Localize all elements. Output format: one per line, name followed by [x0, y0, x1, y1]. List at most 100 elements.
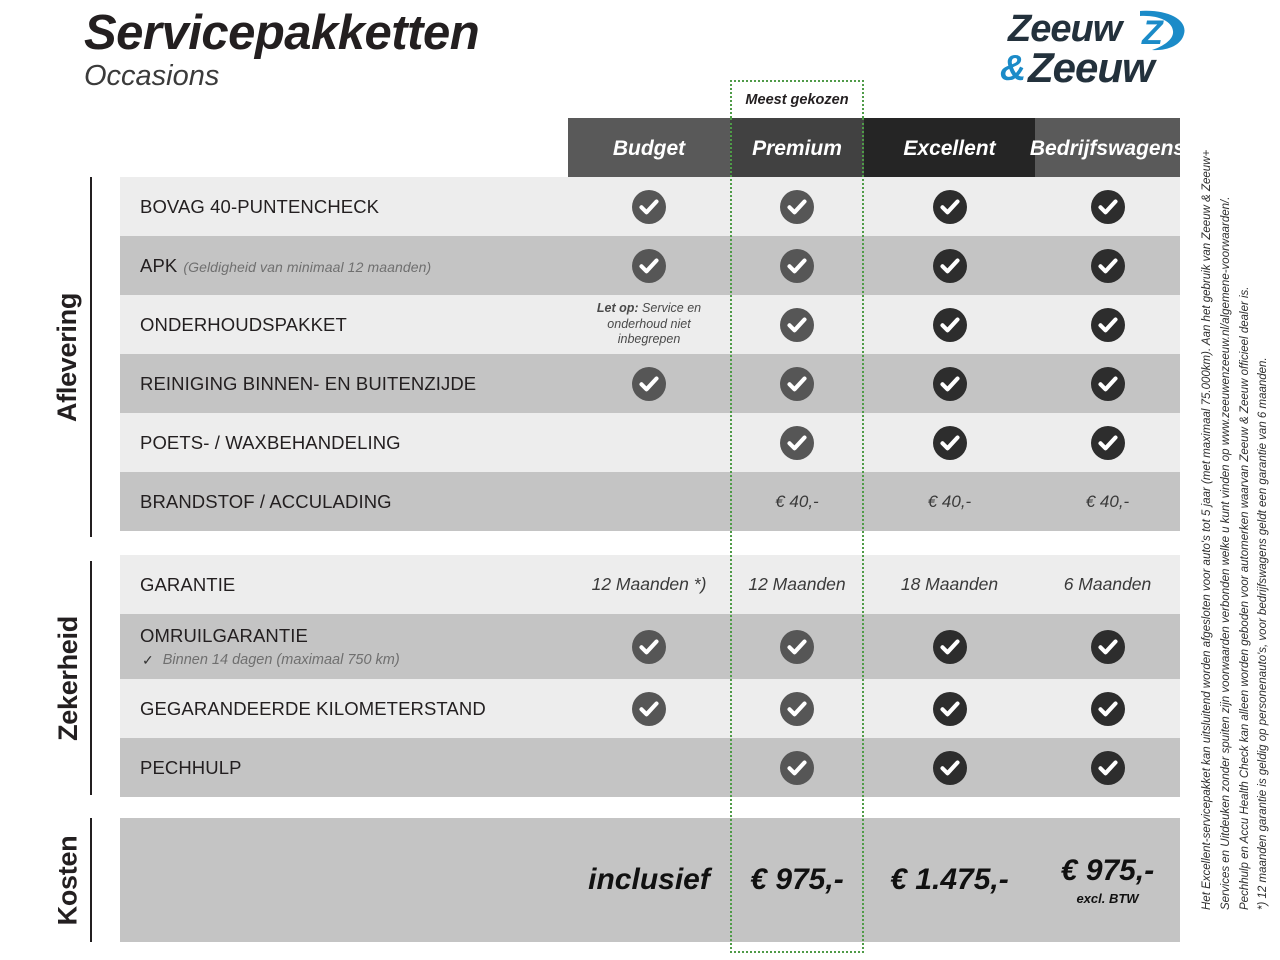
- row-cells: € 40,- € 40,- € 40,-: [568, 492, 1180, 512]
- check-icon: [932, 366, 967, 401]
- fineprint-line: Het Excellent-servicepakket kan uitsluit…: [1201, 149, 1214, 910]
- row-label: BRANDSTOF / ACCULADING: [120, 491, 568, 513]
- price-value: € 975,-: [750, 863, 844, 896]
- table-row: PECHHULP: [120, 738, 1180, 797]
- table-row: ONDERHOUDSPAKKET Let op: Service en onder…: [120, 295, 1180, 354]
- cell-bedrijfswagens: [1035, 629, 1180, 664]
- row-label: REINIGING BINNEN- EN BUITENZIJDE: [120, 373, 568, 395]
- row-label-text: REINIGING BINNEN- EN BUITENZIJDE: [140, 372, 477, 394]
- cell-premium: [730, 629, 864, 664]
- table-row: BRANDSTOF / ACCULADING € 40,- € 40,- € 40,-: [120, 472, 1180, 531]
- row-label-text: POETS- / WAXBEHANDELING: [140, 431, 401, 453]
- section-label-zekerheid-text: Zekerheid: [52, 615, 83, 741]
- check-icon: [1090, 366, 1125, 401]
- cell-premium: 12 Maanden: [730, 574, 864, 595]
- row-label: APK (Geldigheid van minimaal 12 maanden): [120, 255, 568, 277]
- column-header-premium[interactable]: Premium: [730, 118, 864, 180]
- row-label: OMRUILGARANTIE ✓ Binnen 14 dagen (maximaal…: [120, 625, 568, 669]
- row-cells: [568, 366, 1180, 401]
- cell-bedrijfswagens: € 40,-: [1035, 492, 1180, 512]
- check-icon: [780, 425, 814, 460]
- cell-premium: [730, 189, 864, 224]
- row-label-text: APK (Geldigheid van minimaal 12 maanden): [140, 254, 432, 276]
- page-subtitle: Occasions: [84, 60, 220, 93]
- check-icon: [1090, 691, 1125, 726]
- column-header-budget[interactable]: Budget: [568, 118, 730, 180]
- cell-value: € 40,-: [1085, 491, 1130, 511]
- row-cells: [568, 189, 1180, 224]
- row-label-text: OMRUILGARANTIE: [140, 624, 308, 646]
- section-label-aflevering: Aflevering: [46, 177, 92, 537]
- most-chosen-badge: Meest gekozen: [730, 80, 864, 118]
- cell-budget: [568, 366, 730, 401]
- price-bedrijfswagens: € 975,- excl. BTW: [1035, 854, 1180, 906]
- check-icon: [780, 750, 814, 785]
- check-icon: [932, 189, 967, 224]
- cell-value: € 40,-: [927, 491, 972, 511]
- cell-excellent: [864, 248, 1035, 283]
- cell-bedrijfswagens: [1035, 301, 1180, 348]
- table-row: OMRUILGARANTIE ✓ Binnen 14 dagen (maximaal…: [120, 614, 1180, 679]
- cell-excellent: [864, 750, 1035, 785]
- check-icon: [1090, 248, 1125, 283]
- column-header-row: Budget Premium Excellent Bedrijfswagens: [568, 118, 1185, 180]
- check-icon: [932, 425, 967, 460]
- section-label-zekerheid: Zekerheid: [46, 561, 92, 795]
- row-label: ONDERHOUDSPAKKET: [120, 314, 568, 336]
- check-icon: [932, 750, 967, 785]
- check-icon: [932, 691, 967, 726]
- cell-premium: [730, 691, 864, 726]
- cell-budget: [568, 629, 730, 664]
- row-label-text: GARANTIE: [140, 573, 236, 595]
- row-label: GARANTIE: [120, 574, 568, 596]
- check-icon: [1090, 750, 1125, 785]
- cell-bedrijfswagens: [1035, 691, 1180, 726]
- check-icon: [932, 629, 967, 664]
- cell-note-emphasis: Let op:: [596, 301, 639, 316]
- table-row: APK (Geldigheid van minimaal 12 maanden): [120, 236, 1180, 295]
- cell-excellent: [864, 629, 1035, 664]
- page-title: Servicepakketten: [84, 6, 480, 60]
- cell-premium: [730, 425, 864, 460]
- check-icon: [780, 189, 814, 224]
- cell-excellent: [864, 189, 1035, 224]
- cell-excellent: [864, 691, 1035, 726]
- cell-budget: [568, 751, 730, 785]
- check-icon: [632, 691, 666, 726]
- page-title-block: Servicepakketten Occasions: [84, 6, 480, 93]
- cell-value: 12 Maanden: [748, 574, 846, 594]
- row-sublabel-text: Binnen 14 dagen (maximaal 750 km): [162, 652, 400, 668]
- check-icon: [780, 629, 814, 664]
- section-zekerheid: GARANTIE 12 Maanden *) 12 Maanden 18 Maande…: [120, 555, 1180, 797]
- row-cells: [568, 425, 1180, 460]
- costs-row: inclusief € 975,- € 1.475,- € 975,- excl. BT…: [120, 818, 1180, 942]
- price-note: excl. BTW: [1076, 891, 1139, 906]
- cell-excellent: € 40,-: [864, 492, 1035, 512]
- cell-premium: € 40,-: [730, 492, 864, 512]
- check-icon: [632, 366, 666, 401]
- cell-budget: [568, 248, 730, 283]
- cell-budget: [568, 426, 730, 460]
- row-label: PECHHULP: [120, 757, 568, 779]
- check-icon: [632, 248, 666, 283]
- cell-budget: [568, 189, 730, 224]
- check-icon: [632, 189, 666, 224]
- cell-value: 6 Maanden: [1063, 574, 1152, 594]
- price-value: € 975,-: [1060, 854, 1155, 887]
- row-cells: [568, 629, 1180, 664]
- table-row: GARANTIE 12 Maanden *) 12 Maanden 18 Maande…: [120, 555, 1180, 614]
- row-label: POETS- / WAXBEHANDELING: [120, 432, 568, 454]
- fineprint-line: Services en Uitdeuken zonder spuiten zij…: [1219, 196, 1232, 910]
- column-header-bedrijfswagens[interactable]: Bedrijfswagens: [1030, 118, 1185, 180]
- fineprint-line: *) 12 maanden garantie is geldig op pers…: [1257, 357, 1270, 910]
- price-value: € 1.475,-: [890, 863, 1009, 896]
- cell-premium: [730, 248, 864, 283]
- row-cells: 12 Maanden *) 12 Maanden 18 Maanden 6 Maand…: [568, 574, 1180, 595]
- price-excellent: € 1.475,-: [864, 863, 1035, 897]
- cell-excellent: [864, 425, 1035, 460]
- row-sublabel: ✓ Binnen 14 dagen (maximaal 750 km): [140, 652, 568, 669]
- column-header-excellent[interactable]: Excellent: [864, 118, 1035, 180]
- row-label-text: PECHHULP: [140, 756, 242, 778]
- row-label-text: ONDERHOUDSPAKKET: [140, 313, 347, 335]
- price-budget: inclusief: [568, 863, 730, 897]
